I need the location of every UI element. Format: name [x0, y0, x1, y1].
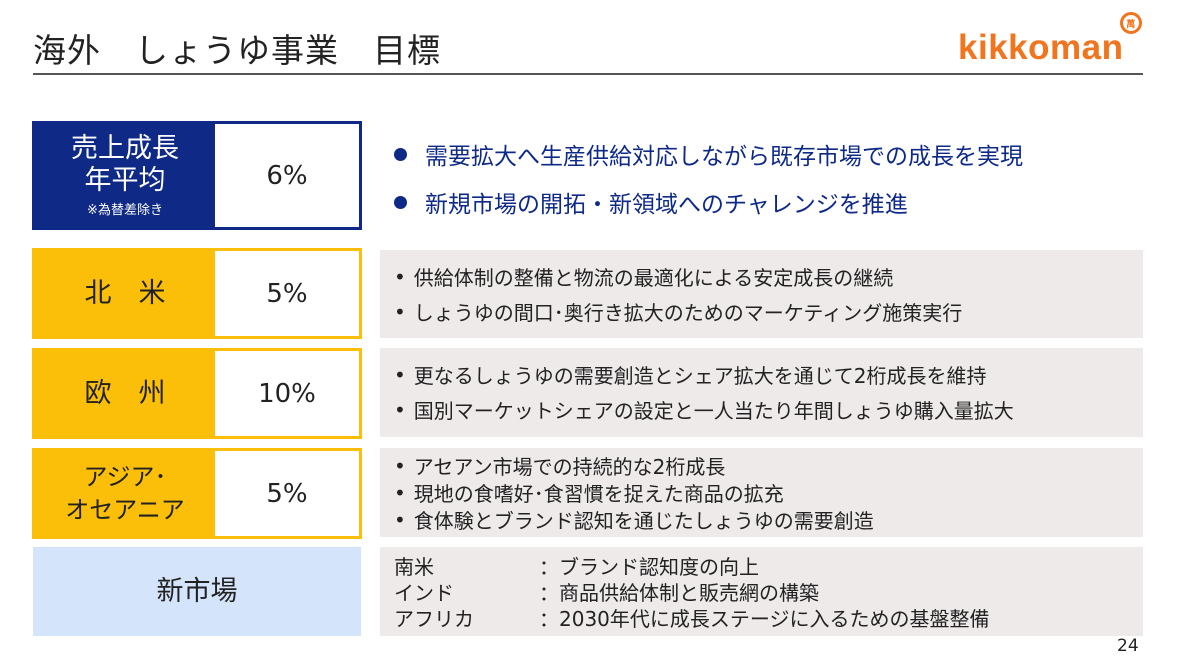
list-item: • 供給体制の整備と物流の最適化による安定成長の継続	[394, 264, 894, 291]
list-item: • 現地の食嗜好･食習慣を捉えた商品の拡充	[394, 480, 784, 507]
region-value: 5%	[215, 451, 359, 536]
new-market-label: 新市場	[33, 547, 361, 636]
target-bullet-text: 新規市場の開拓・新領域へのチャレンジを推進	[425, 192, 908, 218]
region-panel-north-america: • 供給体制の整備と物流の最適化による安定成長の継続 • しょうゆの間口･奥行き拡大…	[380, 250, 1143, 338]
region-panel-europe: • 更なるしょうゆの需要創造とシェア拡大を通じて2桁成長を維持 • 国別マーケットシ…	[380, 348, 1143, 437]
target-label-line2: 年平均	[84, 164, 166, 196]
target-bullet: 新規市場の開拓・新領域へのチャレンジを推進	[392, 178, 1023, 226]
region-name: 欧 州	[84, 377, 166, 409]
list-item: • 更なるしょうゆの需要創造とシェア拡大を通じて2桁成長を維持	[394, 362, 987, 389]
list-item: インド ：商品供給体制と販売網の構築	[394, 580, 819, 605]
list-item: アフリカ ：2030年代に成長ステージに入るための基盤整備	[394, 606, 990, 631]
list-item: • 食体験とブランド認知を通じたしょうゆの需要創造	[394, 507, 874, 534]
region-label: 欧 州	[35, 351, 215, 436]
region-label: 北 米	[35, 251, 215, 336]
region-label: アジア･ オセアニア	[35, 451, 215, 536]
region-value: 10%	[215, 351, 359, 436]
target-value: 6%	[215, 124, 359, 227]
region-box-europe: 欧 州 10%	[32, 348, 362, 439]
target-label: 売上成長 年平均 ※為替差除き	[35, 124, 215, 227]
target-bullet: 需要拡大へ生産供給対応しながら既存市場での成長を実現	[392, 130, 1023, 178]
target-note: ※為替差除き	[87, 203, 163, 219]
region-name: 北 米	[84, 277, 166, 309]
list-item: • 国別マーケットシェアの設定と一人当たり年間しょうゆ購入量拡大	[394, 397, 1014, 424]
target-bullets: 需要拡大へ生産供給対応しながら既存市場での成長を実現 新規市場の開拓・新領域への…	[392, 130, 1023, 226]
list-item: • しょうゆの間口･奥行き拡大のためのマーケティング施策実行	[394, 299, 963, 326]
list-item: 南米 ：ブランド認知度の向上	[394, 554, 759, 579]
new-market-title: 新市場	[156, 575, 238, 607]
target-label-line1: 売上成長	[71, 132, 179, 164]
region-name-line2: オセアニア	[65, 495, 185, 524]
region-name-line1: アジア･	[83, 463, 167, 492]
page-title: 海外 しょうゆ事業 目標	[33, 31, 441, 70]
title-divider	[33, 73, 1143, 75]
page-number: 24	[1117, 636, 1139, 656]
list-item: • アセアン市場での持続的な2桁成長	[394, 453, 726, 480]
target-bullet-text: 需要拡大へ生産供給対応しながら既存市場での成長を実現	[425, 144, 1023, 170]
new-market-panel: 南米 ：ブランド認知度の向上 インド ：商品供給体制と販売網の構築 アフリカ ：…	[380, 547, 1143, 636]
region-box-asia-oceania: アジア･ オセアニア 5%	[32, 448, 362, 539]
region-value: 5%	[215, 251, 359, 336]
region-panel-asia-oceania: • アセアン市場での持続的な2桁成長 • 現地の食嗜好･食習慣を捉えた商品の拡充 •…	[380, 448, 1143, 537]
logo-emblem-icon: 萬	[1120, 12, 1142, 34]
bullet-dot-icon	[394, 147, 407, 161]
logo-wordmark: kikkoman	[958, 28, 1124, 67]
target-box: 売上成長 年平均 ※為替差除き 6%	[32, 121, 362, 230]
region-box-north-america: 北 米 5%	[32, 248, 362, 339]
bullet-dot-icon	[394, 195, 407, 209]
